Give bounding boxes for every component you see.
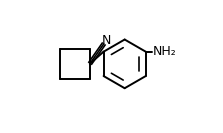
Text: NH₂: NH₂	[153, 45, 177, 58]
Text: N: N	[101, 34, 111, 47]
